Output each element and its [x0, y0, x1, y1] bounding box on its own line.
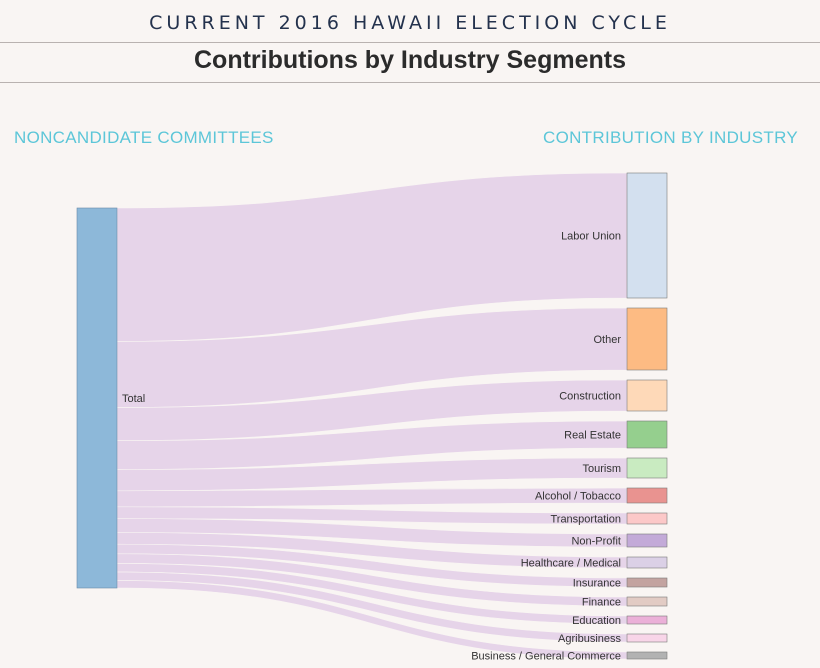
sankey-node-label-other: Other: [593, 334, 621, 346]
sankey-node-label-business-general-commerce: Business / General Commerce: [471, 651, 621, 663]
sankey-source-node: [77, 208, 117, 588]
sankey-node-agribusiness: [627, 634, 667, 642]
sankey-node-label-tourism: Tourism: [582, 463, 621, 475]
sankey-node-label-education: Education: [572, 615, 621, 627]
sankey-node-non-profit: [627, 534, 667, 547]
sankey-node-label-insurance: Insurance: [573, 578, 621, 590]
sankey-node-finance: [627, 597, 667, 606]
sankey-source-label: Total: [122, 393, 145, 405]
sankey-node-label-labor-union: Labor Union: [561, 231, 621, 243]
sankey-node-other: [627, 308, 667, 370]
sankey-node-healthcare-medical: [627, 557, 667, 568]
sankey-node-label-transportation: Transportation: [550, 514, 621, 526]
sankey-links: [117, 173, 627, 659]
sankey-node-insurance: [627, 578, 667, 587]
sankey-node-label-real-estate: Real Estate: [564, 430, 621, 442]
sankey-node-label-construction: Construction: [559, 391, 621, 403]
sankey-node-education: [627, 616, 667, 624]
sankey-link-education: [117, 563, 627, 624]
sankey-node-real-estate: [627, 421, 667, 448]
sankey-node-label-alcohol-tobacco: Alcohol / Tobacco: [535, 491, 621, 503]
sankey-node-label-agribusiness: Agribusiness: [558, 633, 621, 645]
sankey-node-label-non-profit: Non-Profit: [571, 536, 621, 548]
sankey-node-alcohol-tobacco: [627, 488, 667, 503]
sankey-node-label-finance: Finance: [582, 597, 621, 609]
sankey-node-tourism: [627, 458, 667, 478]
sankey-node-labor-union: [627, 173, 667, 298]
sankey-node-label-healthcare-medical: Healthcare / Medical: [521, 558, 621, 570]
sankey-node-business-general-commerce: [627, 652, 667, 659]
sankey-node-transportation: [627, 513, 667, 524]
sankey-node-construction: [627, 380, 667, 411]
